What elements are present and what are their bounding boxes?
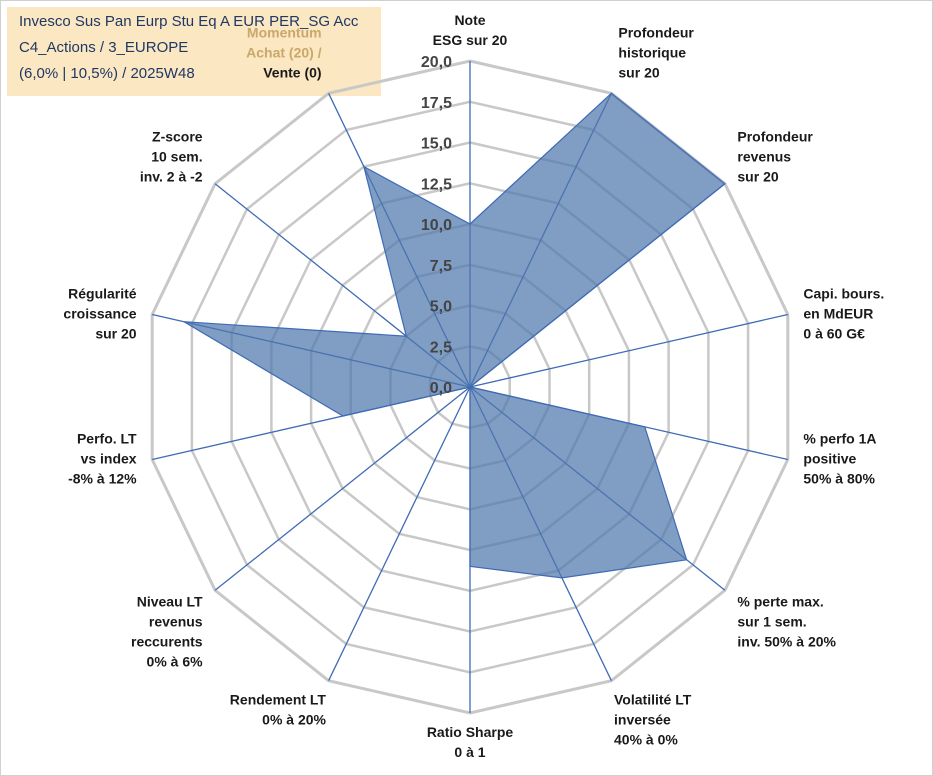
tick-label: 5,0 bbox=[430, 299, 452, 316]
axis-spoke bbox=[469, 313, 788, 388]
axis-label: Momentum Achat (20) / Vente (0) bbox=[246, 24, 322, 80]
chart-title-fund-name: Invesco Sus Pan Eurp Stu Eq A EUR PER_SG… bbox=[19, 13, 359, 30]
axis-label: Volatilité LT inversée 40% à 0% bbox=[614, 692, 692, 748]
axis-label: Ratio Sharpe 0 à 1 bbox=[427, 724, 514, 760]
chart-title-box: Invesco Sus Pan Eurp Stu Eq A EUR PER_SG… bbox=[7, 7, 381, 96]
axis-label: Z-score 10 sem. inv. 2 à -2 bbox=[140, 129, 203, 185]
tick-label: 7,5 bbox=[430, 258, 452, 275]
axis-label: Note ESG sur 20 bbox=[433, 12, 508, 48]
tick-label: 12,5 bbox=[421, 176, 452, 193]
axis-spoke bbox=[214, 386, 471, 591]
tick-label: 10,0 bbox=[421, 217, 452, 234]
axis-label: % perfo 1A positive 50% à 80% bbox=[803, 431, 876, 487]
axis-label: Profondeur revenus sur 20 bbox=[737, 129, 813, 185]
axis-label: Rendement LT 0% à 20% bbox=[230, 692, 327, 728]
tick-label: 15,0 bbox=[421, 136, 452, 153]
tick-label: 0,0 bbox=[430, 380, 452, 397]
data-series-area bbox=[183, 92, 726, 579]
tick-label: 2,5 bbox=[430, 339, 452, 356]
axis-label: Niveau LT revenus reccurents 0% à 6% bbox=[131, 593, 203, 669]
chart-title-period: (6,0% | 10,5%) / 2025W48 bbox=[19, 65, 195, 82]
axis-label: Perfo. LT vs index -8% à 12% bbox=[68, 431, 137, 487]
axis-label: Régularité croissance sur 20 bbox=[63, 286, 136, 342]
axis-spoke bbox=[328, 386, 471, 681]
axis-label: % perte max. sur 1 sem. inv. 50% à 20% bbox=[737, 593, 836, 649]
axis-label: Capi. bours. en MdEUR 0 à 60 G€ bbox=[803, 286, 884, 342]
chart-title-category: C4_Actions / 3_EUROPE bbox=[19, 39, 189, 56]
axis-label: Profondeur historique sur 20 bbox=[618, 24, 694, 80]
tick-label: 17,5 bbox=[421, 95, 452, 112]
tick-label: 20,0 bbox=[421, 54, 452, 71]
